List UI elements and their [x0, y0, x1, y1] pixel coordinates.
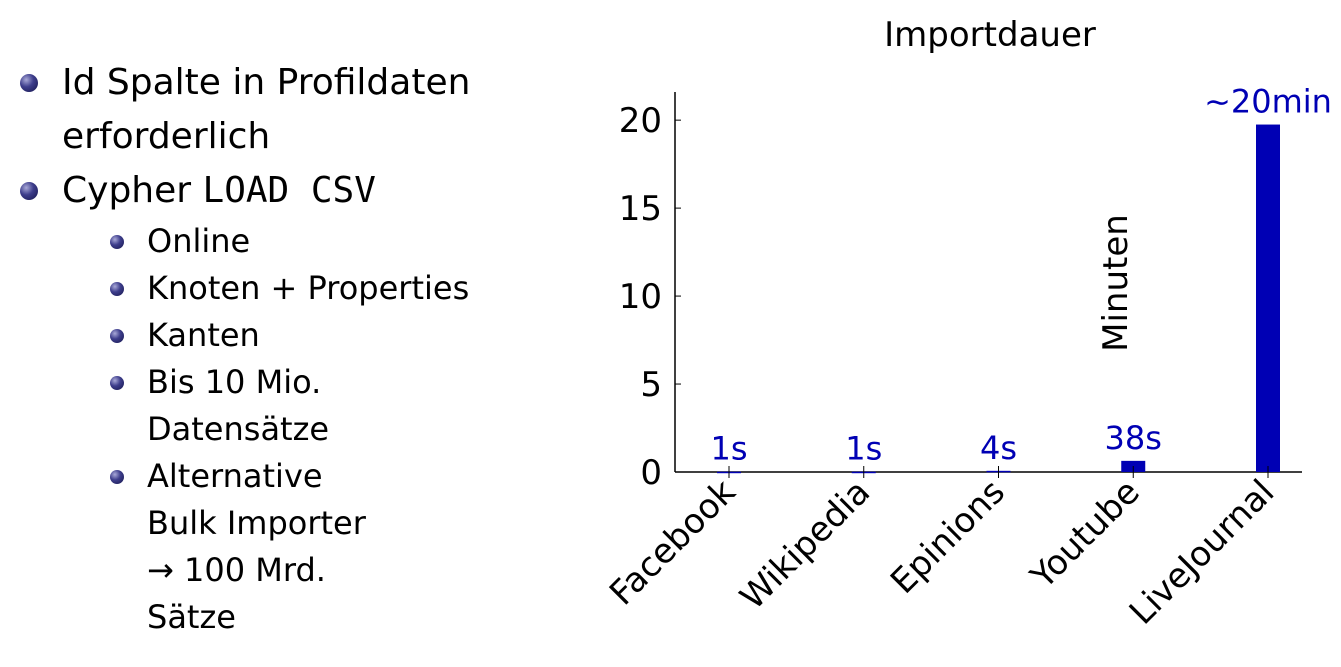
subbullet-text: Bis 10 Mio. Datensätze: [147, 363, 330, 448]
bullet-item-cypher: Cypher LOAD CSV: [20, 164, 560, 218]
bullet-ball-icon: [20, 74, 38, 92]
x-tick-label: LiveJournal: [1122, 472, 1283, 633]
x-tick-label: Epinions: [883, 472, 1013, 602]
subbullet-kanten: Kanten: [20, 312, 560, 359]
y-tick-label: 15: [619, 189, 662, 229]
bullet-text-prefix: Cypher: [62, 170, 203, 211]
y-tick-label: 0: [640, 453, 662, 493]
bullet-ball-icon: [110, 235, 124, 249]
import-duration-chart: Importdauer Minuten 0 5 10 15 20 Facebook 1s Wiki…: [602, 15, 1332, 633]
y-axis-label: Minuten: [1096, 214, 1136, 352]
subbullet-online: Online: [20, 218, 560, 265]
bullet-list: Id Spalte in Profildaten erforderlich Cy…: [20, 56, 560, 641]
y-tick-label: 20: [619, 101, 662, 141]
y-tick-label: 10: [619, 277, 662, 317]
subbullet-10-mio: Bis 10 Mio. Datensätze: [20, 359, 367, 453]
code-load-csv: LOAD CSV: [202, 170, 376, 211]
bullet-ball-icon: [110, 376, 124, 390]
bullet-ball-icon: [110, 470, 124, 484]
data-label: ∼20min: [1204, 83, 1332, 121]
data-label: 4s: [980, 429, 1017, 467]
bar-livejournal: [1256, 124, 1280, 472]
data-label: 1s: [845, 430, 882, 468]
data-label: 1s: [710, 430, 747, 468]
subbullet-text: Alternative Bulk Importer → 100 Mrd. Sät…: [147, 457, 366, 636]
data-label: 38s: [1105, 419, 1162, 457]
chart-title: Importdauer: [884, 15, 1096, 55]
bullet-ball-icon: [20, 182, 38, 200]
x-tick-label: Wikipedia: [733, 472, 879, 618]
bullet-ball-icon: [110, 329, 124, 343]
subbullet-text: Online: [147, 222, 251, 260]
x-tick-label: Facebook: [602, 472, 743, 613]
bullet-text: Id Spalte in Profildaten erforderlich: [62, 62, 471, 157]
bullet-item-id-column: Id Spalte in Profildaten erforderlich: [20, 56, 560, 164]
subbullet-text: Kanten: [147, 316, 260, 354]
y-tick-label: 5: [640, 365, 662, 405]
subbullet-text: Knoten + Properties: [147, 269, 470, 307]
bullet-ball-icon: [110, 282, 124, 296]
x-tick-label: Youtube: [1022, 472, 1147, 597]
subbullet-bulk-importer: Alternative Bulk Importer → 100 Mrd. Sät…: [20, 453, 397, 641]
subbullet-knoten: Knoten + Properties: [20, 265, 560, 312]
